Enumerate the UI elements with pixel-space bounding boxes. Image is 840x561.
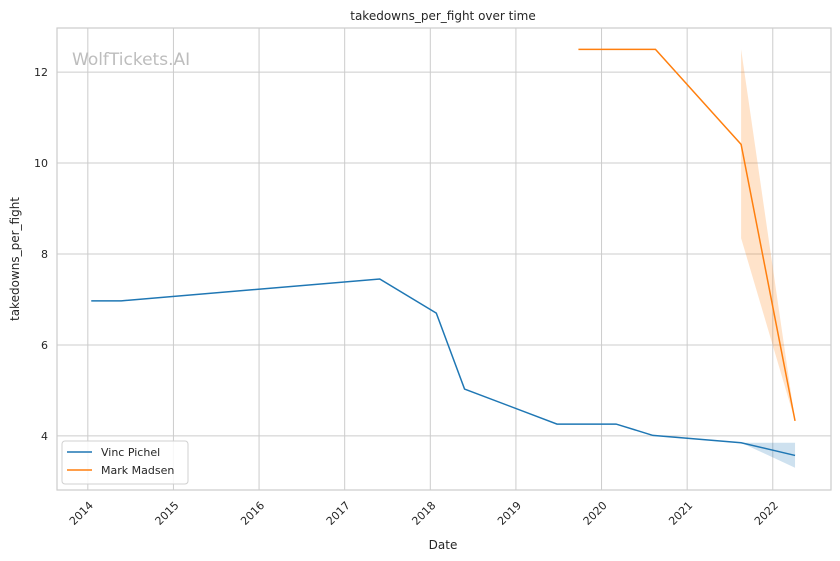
y-tick-labels: 4 6 8 10 12: [34, 66, 48, 443]
x-tick-label: 2019: [495, 499, 524, 528]
x-tick-label: 2020: [581, 499, 610, 528]
x-tick-label: 2016: [238, 499, 267, 528]
legend: Vinc Pichel Mark Madsen: [61, 440, 189, 485]
x-tick-label: 2017: [324, 499, 353, 528]
x-tick-label: 2021: [666, 499, 695, 528]
chart-title: takedowns_per_fight over time: [350, 9, 536, 23]
y-tick-label: 4: [41, 430, 48, 443]
line-vinc-pichel: [91, 278, 796, 457]
x-tick-label: 2014: [67, 499, 96, 528]
legend-box: [61, 440, 189, 485]
legend-label-mark-madsen: Mark Madsen: [101, 464, 174, 477]
x-tick-label: 2018: [409, 499, 438, 528]
y-axis-label: takedowns_per_fight: [8, 197, 22, 321]
y-tick-label: 6: [41, 339, 48, 352]
y-tick-label: 12: [34, 66, 48, 79]
series-lines: [91, 48, 796, 457]
grid: [57, 28, 831, 490]
y-tick-label: 8: [41, 248, 48, 261]
y-tick-label: 10: [34, 157, 48, 170]
x-axis-label: Date: [429, 538, 458, 552]
watermark: WolfTickets.AI: [72, 50, 190, 70]
plot-area: [56, 27, 832, 491]
x-tick-label: 2015: [153, 499, 182, 528]
x-tick-labels: 2014 2015 2016 2017 2018 2019 2020 2021 2022: [67, 499, 781, 528]
ci-band-mark-madsen: [741, 49, 796, 421]
legend-label-vinc-pichel: Vinc Pichel: [101, 446, 160, 459]
line-mark-madsen: [578, 48, 796, 422]
confidence-bands: [741, 49, 796, 468]
ci-band-vinc-pichel: [741, 442, 796, 468]
x-tick-label: 2022: [752, 499, 781, 528]
